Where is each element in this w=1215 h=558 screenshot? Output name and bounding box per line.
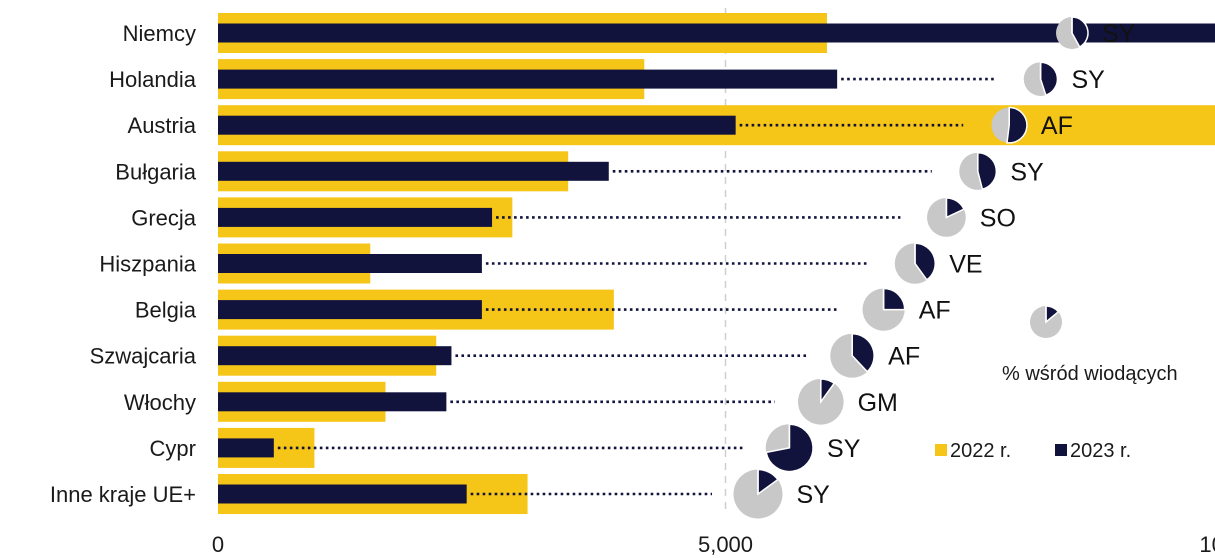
nationality-code: AF bbox=[919, 297, 951, 325]
category-label: Hiszpania bbox=[99, 252, 196, 277]
pie-share-slice bbox=[914, 242, 936, 281]
bars bbox=[218, 13, 1215, 514]
legend-swatch-2023 bbox=[1055, 444, 1067, 456]
nationality-pie bbox=[798, 378, 844, 425]
nationality-pie bbox=[894, 242, 936, 284]
nationality-pie bbox=[765, 423, 814, 473]
nationality-pie bbox=[959, 151, 998, 191]
bar-2023 bbox=[218, 115, 736, 135]
nationality-code: SY bbox=[1102, 20, 1136, 48]
category-label: Inne kraje UE+ bbox=[50, 482, 196, 507]
nationality-code: GM bbox=[858, 389, 898, 417]
category-labels: Niemcy Holandia Austria Bułgaria Grecja Hiszp… bbox=[50, 21, 197, 507]
category-label: Niemcy bbox=[123, 21, 196, 46]
nationality-code: AF bbox=[1041, 112, 1073, 140]
legend-swatch-2022 bbox=[935, 444, 947, 456]
category-label: Włochy bbox=[124, 390, 196, 415]
bar-2023 bbox=[218, 438, 274, 458]
legend-example-pie bbox=[1030, 305, 1062, 338]
bar-2023 bbox=[218, 69, 838, 89]
nationality-code: VE bbox=[949, 251, 982, 279]
nationality-pie bbox=[991, 106, 1028, 144]
category-label: Belgia bbox=[135, 298, 197, 323]
legend-label-2023: 2023 r. bbox=[1070, 440, 1131, 462]
nationality-pie bbox=[830, 332, 875, 378]
nationality-code: SY bbox=[827, 435, 861, 463]
nationality-code: SO bbox=[980, 204, 1016, 232]
category-label: Bułgaria bbox=[115, 159, 196, 184]
pie-share-slice bbox=[1039, 61, 1059, 97]
legend: % wśród wiodących 2022 r. 2023 r. bbox=[935, 305, 1178, 462]
category-label: Cypr bbox=[150, 436, 196, 461]
pie-share-slice bbox=[851, 332, 875, 373]
pie-share-slice bbox=[977, 151, 998, 191]
category-label: Grecja bbox=[131, 205, 197, 230]
grid-lines bbox=[724, 8, 727, 510]
x-tick-label: 10,000 bbox=[1199, 532, 1215, 557]
nationality-pie bbox=[862, 287, 906, 331]
nationality-code: SY bbox=[797, 481, 831, 509]
x-axis-ticks: 05,00010,00015,000 bbox=[212, 532, 1215, 557]
legend-pie bbox=[1030, 305, 1062, 338]
bar-2023 bbox=[218, 346, 452, 366]
bar-2023 bbox=[218, 207, 493, 227]
category-label: Austria bbox=[128, 113, 197, 138]
nationality-pie bbox=[927, 197, 966, 237]
pie-share-slice bbox=[882, 287, 906, 311]
x-tick-label: 0 bbox=[212, 532, 224, 557]
pies: SY SY AF SY SO VE AF AF GM SY SY bbox=[733, 16, 1136, 519]
nationality-code: AF bbox=[888, 343, 920, 371]
bar-2023 bbox=[218, 392, 447, 412]
bar-2023 bbox=[218, 300, 482, 320]
x-tick-label: 5,000 bbox=[698, 532, 753, 557]
bar-2023 bbox=[218, 161, 609, 181]
nationality-code: SY bbox=[1071, 66, 1105, 94]
pie-share-slice bbox=[1071, 16, 1089, 49]
category-label: Holandia bbox=[109, 67, 197, 92]
bar-2023 bbox=[218, 484, 467, 504]
nationality-pie bbox=[1056, 16, 1089, 49]
legend-pie-note: % wśród wiodących bbox=[1002, 363, 1178, 385]
nationality-pie bbox=[733, 468, 783, 519]
category-label: Szwajcaria bbox=[90, 344, 197, 369]
legend-label-2022: 2022 r. bbox=[950, 440, 1011, 462]
bar-2023 bbox=[218, 254, 482, 273]
nationality-code: SY bbox=[1010, 158, 1044, 186]
pie-share-slice bbox=[1006, 106, 1028, 144]
nationality-pie bbox=[1023, 61, 1059, 97]
bar-2023 bbox=[218, 23, 1215, 43]
